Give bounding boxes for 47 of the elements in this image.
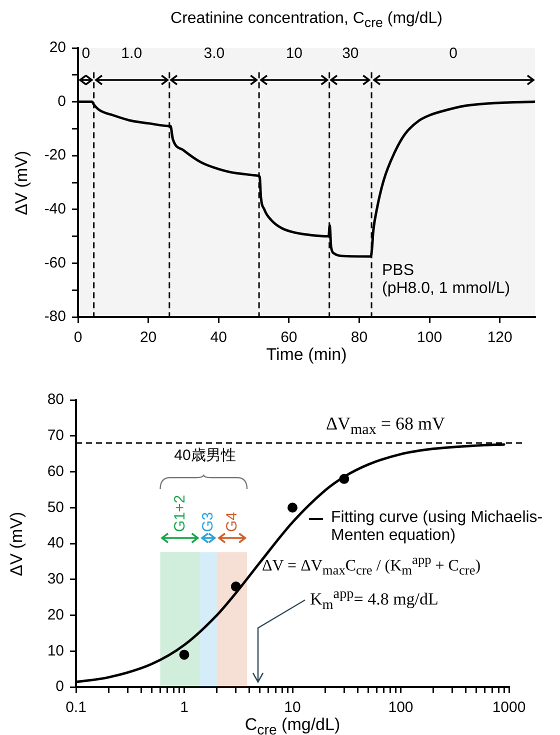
x-tick-label: 100	[417, 329, 442, 346]
y-tick-label: 50	[47, 498, 64, 516]
x-tick-label: 100	[388, 699, 414, 716]
x-tick-label: 20	[140, 329, 157, 346]
y-tick-label: 20	[49, 39, 66, 56]
band-label: G1+2	[172, 494, 189, 532]
x-tick-label: 1000	[492, 699, 526, 716]
y-axis-title: ΔV (mV)	[12, 150, 32, 215]
x-tick-label: 60	[280, 329, 298, 346]
band-label: 10	[286, 45, 303, 62]
band-label: 3.0	[204, 45, 225, 62]
band-label: 0	[82, 45, 90, 62]
y-tick-label: 20	[47, 606, 64, 624]
band-label: G3	[200, 512, 217, 532]
annotation: K$_{m}$$^{app}$= 4.8 mg/dL	[310, 586, 438, 614]
x-tick-label: 1	[180, 699, 188, 716]
y-tick-label: 30	[47, 570, 64, 588]
band-label: G4	[223, 512, 240, 532]
y-tick-label: 80	[47, 391, 64, 408]
annotation: 40歳男性	[174, 446, 236, 465]
text: ΔV = ΔV$_{max}$C$_{cre}$ / (K$_{m}$$^{app}$ + C$_{cre}$)	[262, 552, 481, 578]
legend-label: Fitting curve (using Michaelis-Menten equation)	[331, 509, 544, 546]
x-tick-label: 0.1	[66, 699, 86, 716]
band-label: 0	[449, 45, 458, 62]
band-label: 30	[342, 45, 359, 62]
ref-line-label: ΔV$_{max}$ = 68 mV	[326, 413, 445, 440]
band-label: 1.0	[121, 45, 142, 62]
y-tick-label: 40	[47, 534, 64, 552]
x-tick-label: 40	[210, 329, 227, 346]
y-tick-label: 0	[58, 92, 66, 110]
x-axis-title: Time (min)	[266, 345, 347, 365]
y-tick-label: 10	[47, 642, 64, 660]
y-tick-label: -40	[44, 200, 66, 218]
y-tick-label: 60	[47, 462, 64, 480]
y-tick-label: -60	[44, 254, 66, 272]
x-axis-title: C$_{cre}$ (mg/dL)	[244, 715, 340, 735]
y-tick-label: 70	[47, 427, 64, 444]
y-tick-label: 0	[56, 678, 64, 696]
y-tick-label: -80	[44, 308, 66, 326]
x-tick-label: 80	[350, 329, 368, 346]
x-tick-label: 0	[74, 329, 82, 346]
y-tick-label: -20	[44, 146, 66, 164]
annotation: PBS (pH8.0, 1 mmol/L)	[382, 262, 510, 298]
x-tick-label: 10	[284, 699, 301, 716]
x-tick-label: 120	[487, 329, 512, 346]
chart-title: Creatinine concentration, C$_{cre}$ (mg/dL)	[170, 10, 442, 30]
y-axis-title: ΔV (mV)	[7, 511, 27, 576]
